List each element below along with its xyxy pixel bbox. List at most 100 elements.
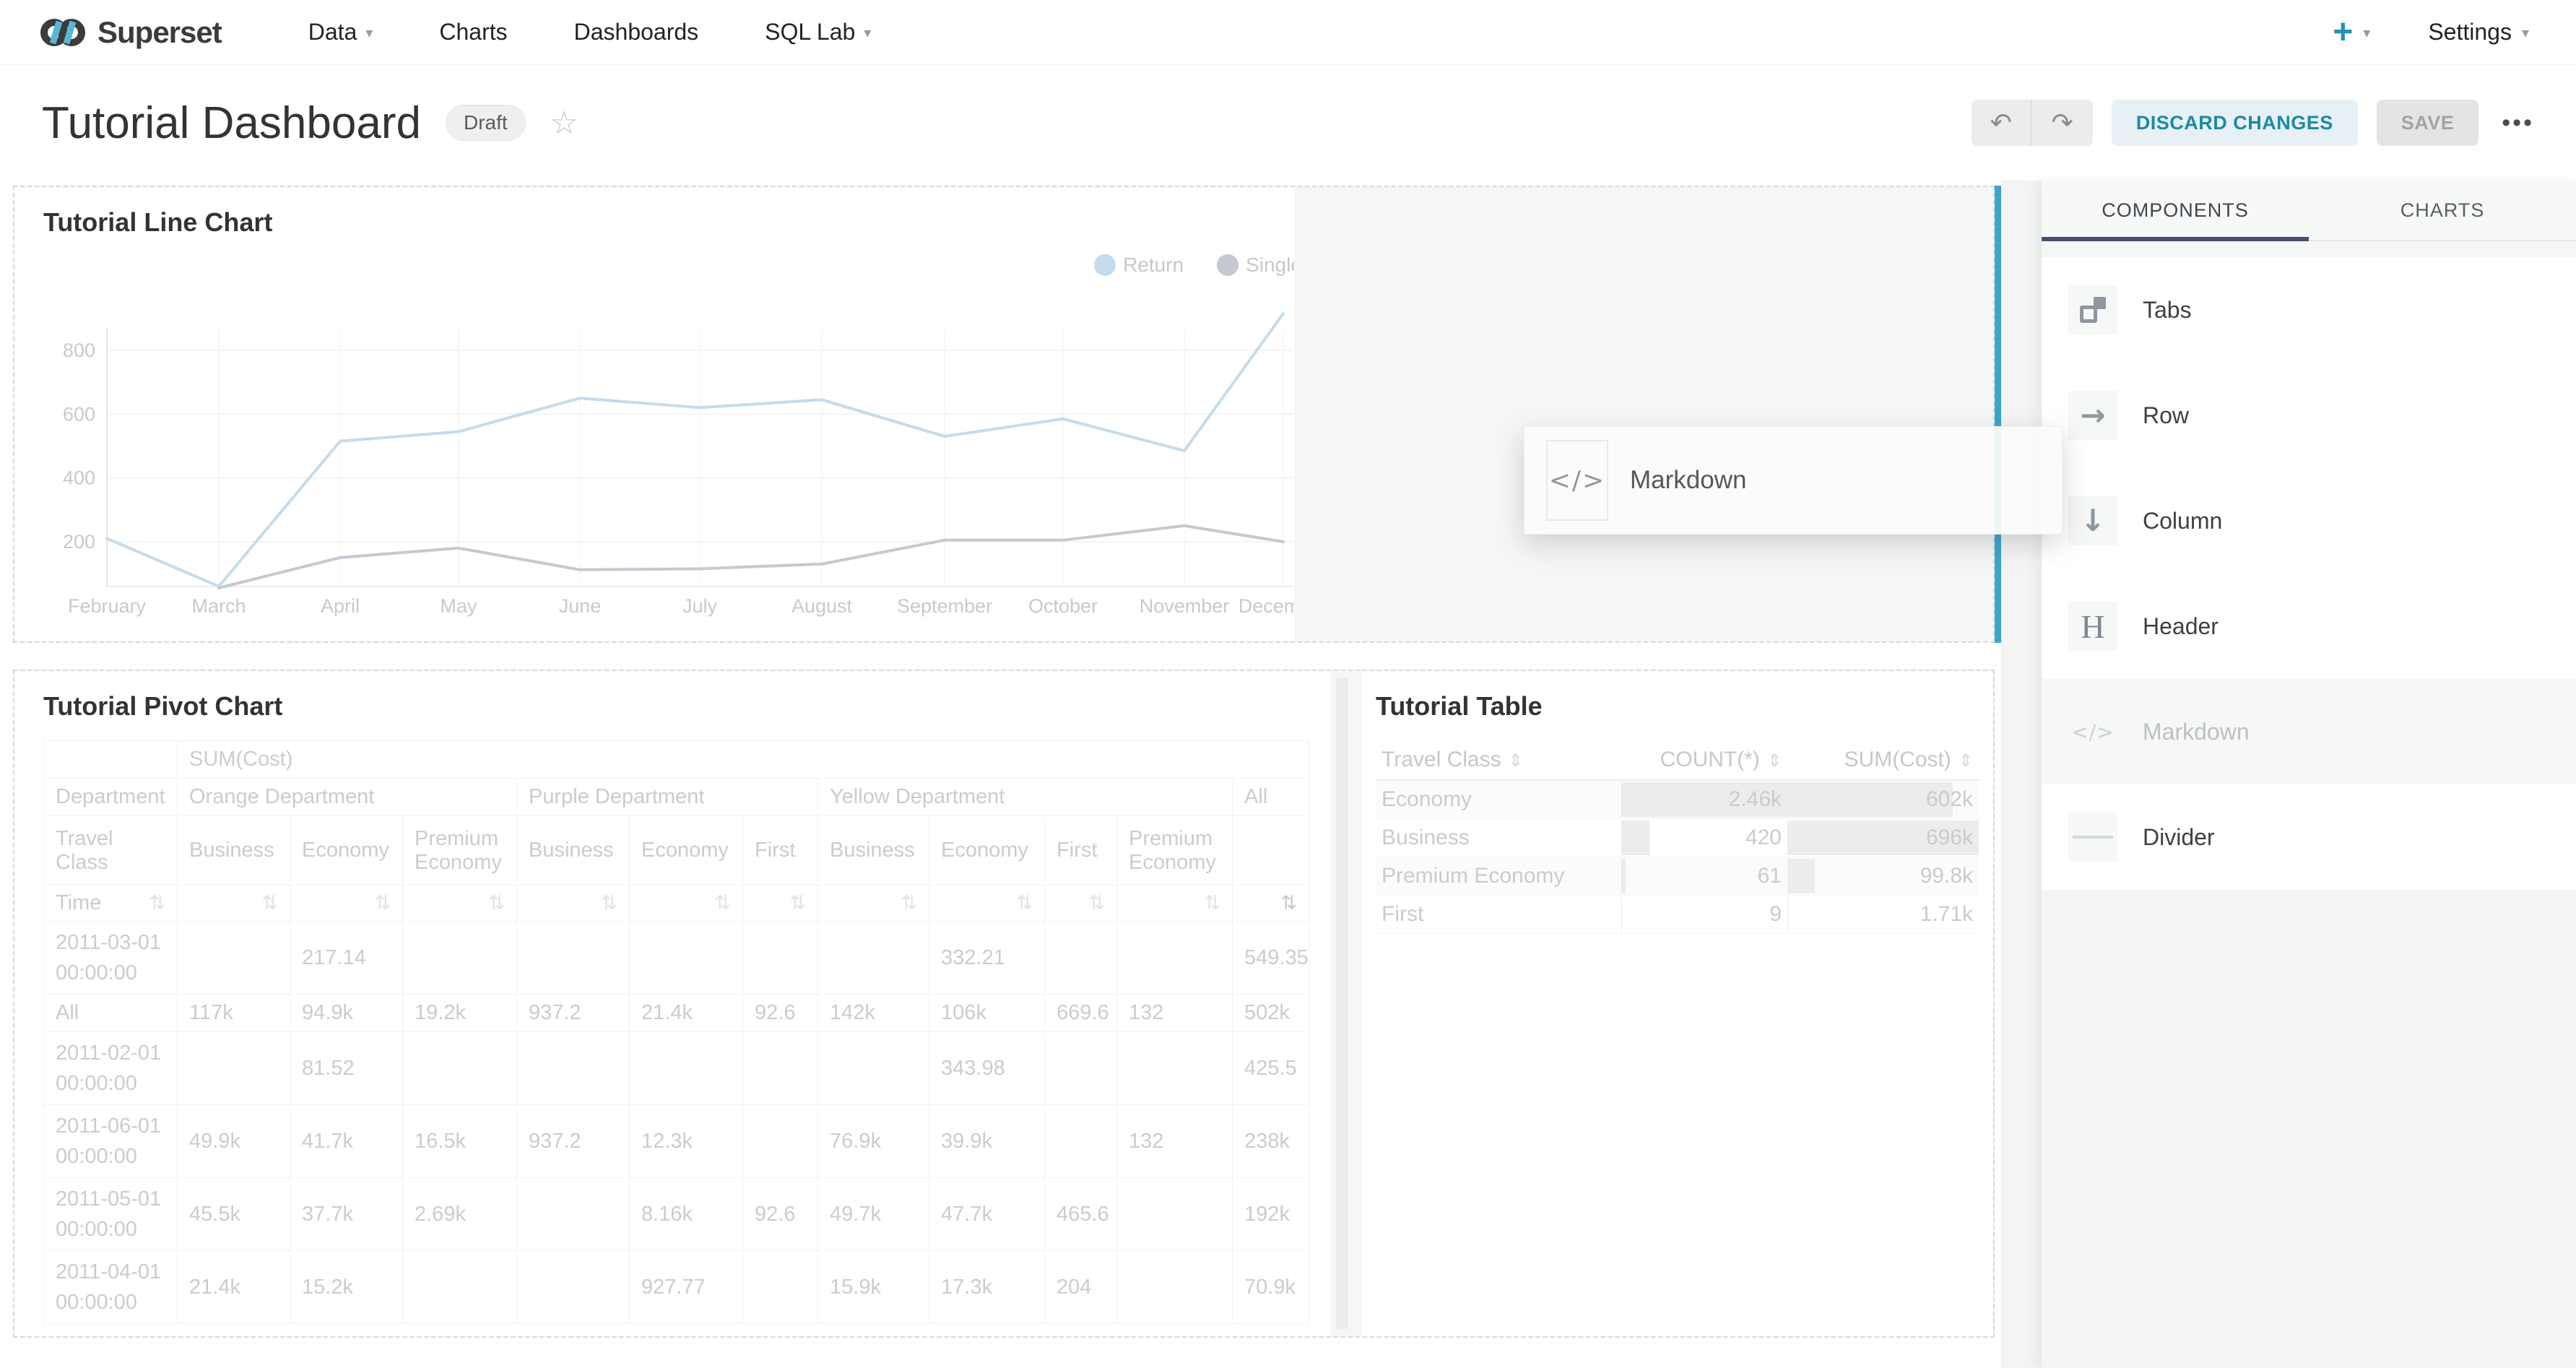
nav-item-charts[interactable]: Charts	[439, 19, 507, 46]
sidebar-item-row[interactable]: → Row	[2042, 363, 2576, 468]
pivot-cell	[1116, 1250, 1233, 1325]
drag-preview-label: Markdown	[1630, 466, 1747, 494]
nav-item-sql-lab[interactable]: SQL Lab ▾	[765, 19, 871, 46]
component-label: Markdown	[2143, 718, 2250, 745]
settings-menu[interactable]: Settings ▾	[2428, 19, 2529, 46]
data-table-body: Economy 2.46k 602k Business 420 696k Premium E…	[1376, 780, 1979, 934]
cell-count: 2.46k	[1621, 780, 1787, 819]
column-header-travel-class[interactable]: Travel Class ⇕	[1376, 740, 1621, 781]
sidebar-item-header[interactable]: H Header	[2042, 573, 2576, 679]
sort-icon[interactable]: ⇅	[177, 885, 290, 922]
nav-item-dashboards[interactable]: Dashboards	[574, 19, 699, 46]
pivot-cell	[1116, 1031, 1233, 1106]
pivot-cell: 106k	[929, 994, 1045, 1033]
legend-item-single[interactable]: Single	[1217, 254, 1294, 277]
sidebar-strip	[2042, 241, 2576, 257]
discard-changes-button[interactable]: DISCARD CHANGES	[2111, 100, 2358, 146]
legend-item-return[interactable]: Return	[1094, 254, 1184, 277]
tab-charts[interactable]: CHARTS	[2400, 199, 2485, 221]
sort-icon[interactable]: ⇅	[818, 885, 929, 922]
sidebar-item-column[interactable]: ↓ Column	[2042, 468, 2576, 573]
pivot-department-header: Yellow Department	[818, 778, 1233, 816]
svg-text:September: September	[897, 595, 992, 617]
sort-icon[interactable]: ⇅	[929, 885, 1045, 922]
sort-icon[interactable]: ⇅	[516, 885, 630, 922]
sort-icon[interactable]: ⇅	[1116, 885, 1233, 922]
pivot-cell: 2.69k	[402, 1177, 517, 1252]
pivot-cell: 927.77	[629, 1250, 743, 1325]
column-header-sum[interactable]: SUM(Cost) ⇕	[1787, 740, 1979, 781]
markdown-icon: </>	[1546, 440, 1608, 521]
sort-icon[interactable]: ⇅	[1044, 885, 1117, 922]
chevron-down-icon: ▾	[365, 23, 373, 41]
resize-handle[interactable]	[1336, 678, 1348, 1329]
sort-icon[interactable]: ⇅	[402, 885, 517, 922]
pivot-department-header: All	[1231, 778, 1310, 816]
sort-icon[interactable]: ⇅	[1231, 885, 1310, 922]
sort-icon[interactable]: ⇅	[742, 885, 818, 922]
cell-travel-class: Economy	[1376, 780, 1621, 819]
more-options-button[interactable]: •••	[2502, 108, 2534, 137]
table-row: Premium Economy 61 99.8k	[1376, 857, 1979, 896]
pivot-data-row: 2011-02-01 00:00:00 81.52 343.98 425.5	[43, 1031, 1310, 1106]
save-button[interactable]: SAVE	[2376, 100, 2479, 146]
sort-icon[interactable]: ⇅	[149, 892, 165, 914]
column-header-count[interactable]: COUNT(*) ⇕	[1621, 740, 1787, 781]
component-label: Row	[2143, 402, 2190, 428]
pivot-data-row: 2011-04-01 00:00:00 21.4k 15.2k 927.77 15.9k 1…	[43, 1250, 1310, 1325]
sort-icon: ⇕	[1508, 750, 1523, 771]
tab-components[interactable]: COMPONENTS	[2102, 199, 2249, 221]
new-item-button[interactable]: + ▾	[2333, 14, 2370, 50]
pivot-data-row: 2011-03-01 00:00:00 217.14 332.21 549.35	[43, 920, 1310, 995]
pivot-cell	[629, 920, 743, 995]
chevron-down-icon: ▾	[864, 23, 872, 41]
legend-label: Return	[1123, 254, 1184, 276]
markdown-drag-preview[interactable]: </> Markdown	[1524, 426, 2063, 534]
pivot-cell: 39.9k	[929, 1104, 1045, 1179]
legend-dot	[1217, 254, 1239, 276]
dashboard-row-1: Tutorial Line Chart Return Single 800 600…	[13, 186, 1995, 643]
component-icon-box	[2068, 813, 2117, 862]
sort-icon[interactable]: ⇅	[290, 885, 403, 922]
pivot-row-label: 2011-06-01 00:00:00	[43, 1104, 178, 1179]
chart-legend: Return Single	[1094, 254, 1294, 277]
table-chart-card: Tutorial Table Travel Class ⇕ COUNT(*) ⇕ SUM…	[1362, 671, 1993, 1336]
pivot-class-header: First	[1044, 815, 1117, 886]
pivot-cell	[1116, 1177, 1233, 1252]
canvas-gutter	[2001, 181, 2042, 1368]
pivot-class-header: Business	[177, 815, 290, 886]
pivot-cell: 21.4k	[177, 1250, 290, 1325]
undo-button[interactable]: ↶	[1971, 100, 2032, 146]
cell-sum: 1.71k	[1787, 895, 1979, 934]
pivot-class-row: Travel Class Business Economy Premium Econo…	[43, 815, 1310, 886]
nav-item-label: Dashboards	[573, 19, 699, 45]
nav-item-label: Data	[308, 19, 357, 45]
pivot-cell: 94.9k	[290, 994, 403, 1033]
header-actions: ↶ ↷ DISCARD CHANGES SAVE •••	[1971, 100, 2534, 146]
pivot-cell: 37.7k	[290, 1177, 403, 1252]
pivot-cell: 465.6	[1044, 1177, 1117, 1252]
nav-item-data[interactable]: Data ▾	[308, 19, 373, 46]
dashboard-title[interactable]: Tutorial Dashboard	[42, 98, 421, 148]
component-icon-box: →	[2068, 391, 2117, 440]
chevron-down-icon: ▾	[2521, 23, 2529, 41]
svg-text:April: April	[321, 595, 360, 617]
superset-logo[interactable]: Superset	[40, 15, 222, 50]
pivot-cell: 41.7k	[290, 1104, 403, 1179]
sidebar-item-divider[interactable]: Divider	[2042, 784, 2576, 890]
redo-button[interactable]: ↷	[2031, 100, 2093, 146]
component-list: Tabs → Row ↓ Column H Header </> Markdown Divider	[2042, 257, 2576, 890]
sidebar-item-markdown[interactable]: </> Markdown	[2042, 679, 2576, 784]
pivot-cell	[742, 920, 818, 995]
dashboard-row-2: Tutorial Pivot Chart SUM(Cost) Department…	[13, 670, 1995, 1338]
sidebar-item-tabs[interactable]: Tabs	[2042, 257, 2576, 363]
infinity-logo-icon	[40, 18, 85, 46]
chart-title: Tutorial Line Chart	[43, 207, 273, 237]
sort-icon[interactable]: ⇅	[629, 885, 743, 922]
pivot-row-label: All	[43, 994, 178, 1033]
pivot-data-row: All 117k 94.9k 19.2k 937.2 21.4k 92.6 142k 106k 6…	[43, 994, 1310, 1033]
component-label: Tabs	[2143, 296, 2192, 323]
svg-text:May: May	[440, 595, 477, 617]
favorite-star-icon[interactable]: ☆	[550, 104, 579, 142]
row-arrow-icon: →	[2080, 397, 2106, 433]
